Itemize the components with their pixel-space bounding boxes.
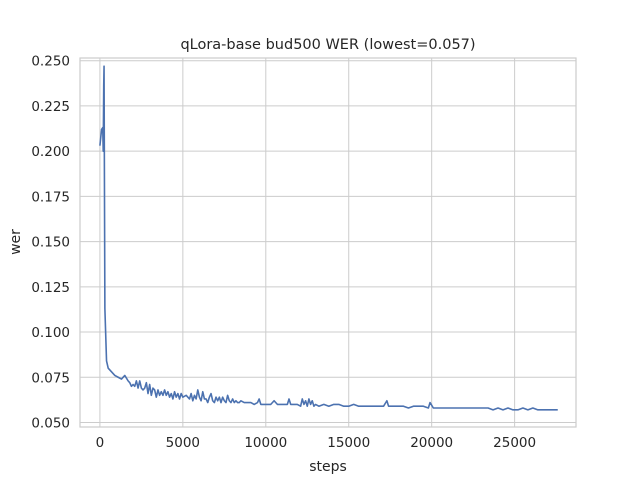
chart-title: qLora-base bud500 WER (lowest=0.057) xyxy=(180,37,475,53)
x-tick-label: 15000 xyxy=(327,435,370,451)
y-tick-label: 0.225 xyxy=(31,99,70,115)
y-tick-label: 0.100 xyxy=(31,325,70,341)
x-axis-label: steps xyxy=(309,459,347,475)
y-tick-label: 0.075 xyxy=(31,370,70,386)
x-tick-label: 10000 xyxy=(244,435,287,451)
y-tick-label: 0.250 xyxy=(31,54,70,70)
y-tick-labels: 0.050 0.075 0.100 0.125 0.150 0.175 0.200 0.225… xyxy=(31,54,70,432)
y-tick-label: 0.175 xyxy=(31,189,70,205)
x-gridlines xyxy=(99,58,516,427)
x-tick-labels: 0 5000 10000 15000 20000 25000 xyxy=(96,435,536,451)
y-tick-label: 0.050 xyxy=(31,415,70,431)
y-tick-label: 0.150 xyxy=(31,235,70,251)
series-line-wer xyxy=(99,65,558,411)
plot-frame xyxy=(79,57,577,428)
x-tick-label: 0 xyxy=(96,435,105,451)
x-tick-label: 25000 xyxy=(493,435,536,451)
y-axis-label: wer xyxy=(8,229,24,255)
y-tick-label: 0.125 xyxy=(31,280,70,296)
x-tick-label: 5000 xyxy=(166,435,200,451)
x-tick-label: 20000 xyxy=(410,435,453,451)
y-gridlines xyxy=(80,60,576,423)
y-tick-label: 0.200 xyxy=(31,144,70,160)
